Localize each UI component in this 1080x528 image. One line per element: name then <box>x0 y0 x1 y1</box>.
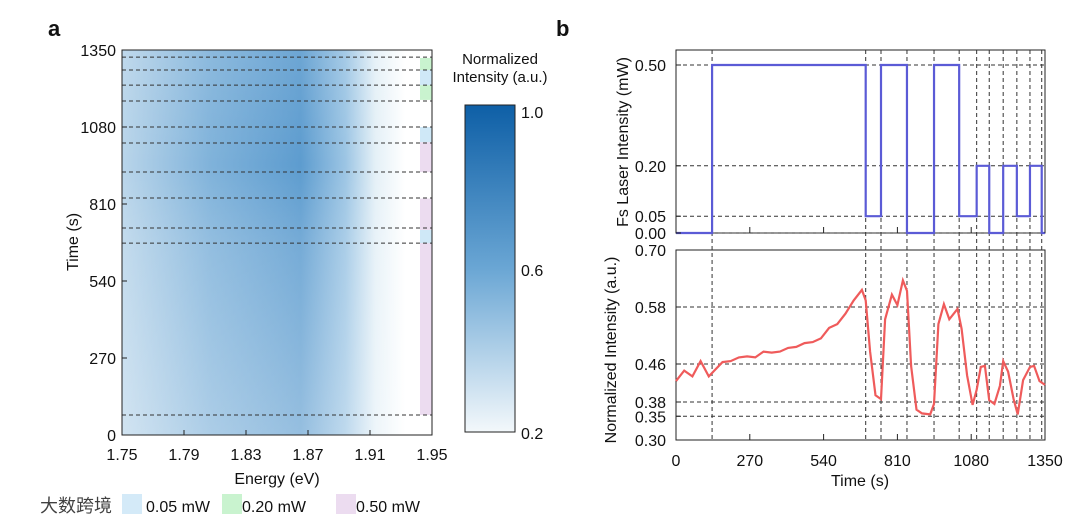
x-tick-label: 0 <box>672 453 681 470</box>
laser-y-tick-label: 0.05 <box>635 209 666 226</box>
watermark: 大数跨境 <box>40 496 112 516</box>
legend-swatch <box>122 494 142 514</box>
power-strip <box>420 229 432 244</box>
intensity-y-tick-label: 0.35 <box>635 409 666 426</box>
heatmap-panel: 1.75 1.79 1.83 1.87 1.91 1.95 0 270 540 810 1080 13… <box>40 43 548 516</box>
x-axis-label: Energy (eV) <box>234 471 319 488</box>
legend-label: 0.20 mW <box>242 499 307 516</box>
colorbar-tick: 1.0 <box>521 105 543 122</box>
x-tick-label: 1.75 <box>106 447 137 464</box>
x-axis-label: Time (s) <box>831 473 889 490</box>
intensity-plot-frame <box>675 249 1046 441</box>
y-axis-label: Time (s) <box>65 213 82 271</box>
panel-b-label: b <box>556 16 569 41</box>
intensity-series <box>675 276 1046 416</box>
intensity-y-tick-label: 0.46 <box>635 357 666 374</box>
x-tick-label: 1.87 <box>292 447 323 464</box>
x-tick-label: 270 <box>736 453 763 470</box>
time-series-panel: 0.50 0.20 0.050.000.70 0.58 0.46 0.380.35 0.30… <box>603 49 1063 490</box>
x-tick-label: 1.95 <box>416 447 447 464</box>
intensity-y-tick-label: 0.58 <box>635 300 666 317</box>
colorbar-tick: 0.6 <box>521 263 543 280</box>
y-tick-label: 540 <box>89 274 116 291</box>
laser-step-series <box>676 63 1045 235</box>
panel-a-label: a <box>48 16 61 41</box>
laser-y-tick-label: 0.20 <box>635 159 666 176</box>
heatmap-shading <box>122 50 420 435</box>
intensity-y-tick-label: 0.70 <box>635 243 666 260</box>
x-tick-label: 1.83 <box>230 447 261 464</box>
power-strip <box>420 69 432 86</box>
heatmap-frame <box>121 49 433 436</box>
power-strip <box>420 85 432 100</box>
power-strip <box>420 127 432 143</box>
y-tick-label: 1350 <box>80 43 116 60</box>
intensity-y-tick-label: 0.38 <box>635 395 666 412</box>
colorbar <box>464 104 516 433</box>
power-strip <box>420 57 432 70</box>
intensity-y-axis-label: Normalized Intensity (a.u.) <box>603 257 620 444</box>
laser-y-tick-label: 0.00 <box>635 226 666 243</box>
laser-y-axis-label: Fs Laser Intensity (mW) <box>615 57 632 227</box>
colorbar-title-2: Intensity (a.u.) <box>452 69 547 86</box>
colorbar-tick: 0.2 <box>521 426 543 443</box>
y-tick-label: 270 <box>89 351 116 368</box>
x-tick-label: 1.79 <box>168 447 199 464</box>
x-tick-label: 1350 <box>1027 453 1063 470</box>
legend-label: 0.50 mW <box>356 499 421 516</box>
y-tick-label: 810 <box>89 197 116 214</box>
x-tick-label: 1.91 <box>354 447 385 464</box>
power-strip <box>420 142 432 173</box>
x-tick-label: 540 <box>810 453 837 470</box>
colorbar-title: Normalized <box>462 51 538 68</box>
legend-swatch <box>336 494 356 514</box>
laser-y-tick-label: 0.50 <box>635 58 666 75</box>
y-tick-label: 0 <box>107 428 116 445</box>
legend-swatch <box>222 494 242 514</box>
intensity-y-tick-label: 0.30 <box>635 433 666 450</box>
x-tick-label: 810 <box>884 453 911 470</box>
power-strip <box>420 243 432 416</box>
power-strip <box>420 198 432 230</box>
y-tick-label: 1080 <box>80 120 116 137</box>
legend-label: 0.05 mW <box>146 499 211 516</box>
x-tick-label: 1080 <box>953 453 989 470</box>
